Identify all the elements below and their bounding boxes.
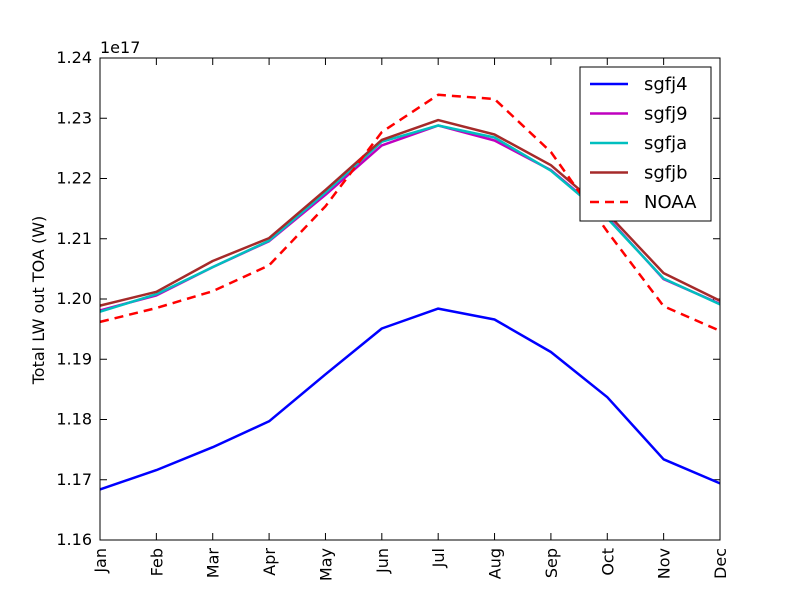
x-tick-label: Jan — [91, 548, 110, 574]
y-tick-label: 1.23 — [56, 108, 92, 127]
y-tick-label: 1.17 — [56, 470, 92, 489]
x-tick-label: Mar — [204, 548, 223, 579]
x-tick-label: May — [316, 548, 335, 581]
y-axis-label: Total LW out TOA (W) — [29, 216, 48, 386]
axes-frame — [99, 57, 721, 541]
y-tick-label: 1.19 — [56, 349, 92, 368]
y-tick-label: 1.22 — [56, 169, 92, 188]
legend-label-sgfja: sgfja — [644, 133, 687, 154]
y-offset-label: 1e17 — [100, 38, 140, 57]
series-line-NOAA — [99, 93, 721, 333]
series-line-sgfj4 — [99, 307, 721, 491]
y-tick-label: 1.16 — [56, 530, 92, 549]
x-tick-label: Sep — [542, 548, 561, 578]
legend-label-sgfjb: sgfjb — [644, 163, 688, 184]
legend-label-sgfj4: sgfj4 — [644, 74, 688, 95]
legend: sgfj4 sgfj9 sgfja sgfjb NOAA — [579, 66, 712, 222]
x-tick-label: Feb — [147, 548, 166, 576]
x-tick-label: Jun — [373, 548, 392, 574]
y-tick-label: 1.21 — [56, 229, 92, 248]
x-tick-label: Apr — [260, 548, 279, 576]
y-tick-label: 1.18 — [56, 410, 92, 429]
series-layer — [99, 93, 721, 491]
series-line-sgfjb — [99, 118, 721, 307]
plot-area: 1.16 1.17 1.18 1.19 1.20 1.21 1.22 1.23 1.24 Jan F… — [56, 48, 730, 581]
legend-label-sgfj9: sgfj9 — [644, 104, 688, 125]
legend-label-NOAA: NOAA — [644, 192, 697, 213]
y-tick-label: 1.24 — [56, 48, 92, 67]
x-tick-label: Jul — [429, 548, 448, 568]
x-tick-label: Nov — [655, 548, 674, 579]
series-line-sgfja — [99, 124, 721, 313]
x-tick-label: Dec — [711, 548, 730, 579]
x-tick-label: Aug — [486, 548, 505, 579]
x-tick-label: Oct — [598, 548, 617, 576]
y-tick-label: 1.20 — [56, 289, 92, 308]
